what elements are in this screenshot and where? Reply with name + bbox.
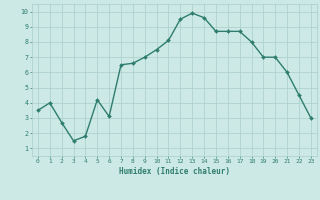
X-axis label: Humidex (Indice chaleur): Humidex (Indice chaleur) — [119, 167, 230, 176]
